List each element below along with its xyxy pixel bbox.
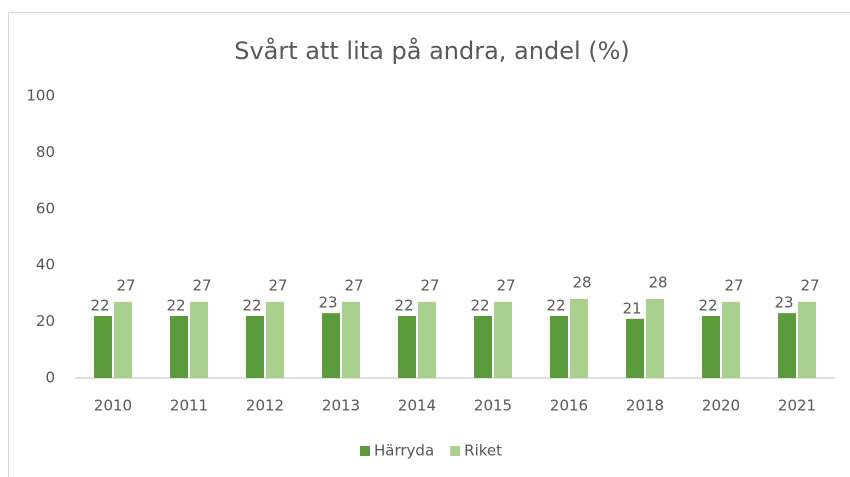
- data-label: 22: [166, 296, 185, 314]
- y-tick-label: 0: [45, 369, 55, 387]
- y-tick-label: 20: [36, 312, 55, 330]
- bar: [190, 301, 208, 378]
- data-label: 23: [774, 294, 793, 312]
- data-label: 27: [268, 276, 287, 294]
- x-tick-label: 2021: [778, 397, 816, 415]
- bar: [702, 315, 720, 378]
- x-tick-label: 2011: [170, 397, 208, 415]
- bar: [418, 301, 436, 378]
- bar: [474, 315, 492, 378]
- chart-border: [8, 12, 850, 477]
- data-label: 22: [470, 296, 489, 314]
- bar: [170, 315, 188, 378]
- bar: [322, 313, 340, 378]
- bar: [494, 301, 512, 378]
- legend-swatch: [450, 446, 461, 456]
- bar: [398, 315, 416, 378]
- bar: [114, 301, 132, 378]
- bar: [266, 301, 284, 378]
- bar: [550, 315, 568, 378]
- bar: [778, 313, 796, 378]
- data-label: 23: [318, 294, 337, 312]
- y-tick-label: 80: [36, 143, 55, 161]
- bar: [570, 299, 588, 378]
- legend-swatch: [360, 446, 370, 456]
- data-label: 21: [622, 299, 641, 317]
- x-tick-label: 2013: [322, 397, 360, 415]
- y-tick-label: 100: [26, 87, 55, 105]
- data-label: 27: [800, 276, 819, 294]
- bar: [646, 299, 664, 378]
- bar: [94, 315, 112, 378]
- bar: [626, 318, 644, 378]
- data-label: 28: [572, 274, 591, 292]
- data-label: 27: [496, 276, 515, 294]
- bar: [342, 301, 360, 378]
- data-label: 27: [420, 276, 439, 294]
- data-label: 27: [116, 276, 135, 294]
- x-tick-label: 2010: [94, 397, 132, 415]
- bar: [798, 301, 816, 378]
- x-tick-label: 2020: [702, 397, 740, 415]
- data-label: 28: [648, 274, 667, 292]
- bar: [246, 315, 264, 378]
- legend-label: Härryda: [374, 442, 434, 460]
- data-label: 22: [242, 296, 261, 314]
- bar: [722, 301, 740, 378]
- x-tick-label: 2015: [474, 397, 512, 415]
- y-tick-label: 40: [36, 256, 55, 274]
- x-tick-label: 2018: [626, 397, 664, 415]
- data-label: 22: [394, 296, 413, 314]
- y-tick-label: 60: [36, 199, 55, 217]
- data-label: 27: [192, 276, 211, 294]
- chart-title: Svårt att lita på andra, andel (%): [234, 36, 630, 65]
- data-label: 22: [546, 296, 565, 314]
- legend-label: Riket: [464, 442, 502, 460]
- x-tick-label: 2012: [246, 397, 284, 415]
- x-tick-label: 2016: [550, 397, 588, 415]
- data-label: 27: [724, 276, 743, 294]
- data-label: 22: [698, 296, 717, 314]
- x-tick-label: 2014: [398, 397, 436, 415]
- data-label: 22: [90, 296, 109, 314]
- data-label: 27: [344, 276, 363, 294]
